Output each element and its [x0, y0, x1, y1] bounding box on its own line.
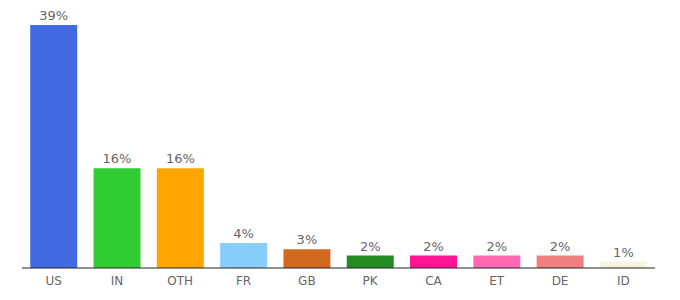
svg-text:4%: 4%: [233, 226, 254, 241]
svg-text:IN: IN: [111, 274, 124, 288]
svg-text:CA: CA: [425, 274, 442, 288]
svg-text:16%: 16%: [103, 151, 132, 166]
svg-text:2%: 2%: [360, 239, 381, 254]
svg-text:DE: DE: [552, 274, 569, 288]
svg-text:ET: ET: [489, 274, 505, 288]
svg-text:ID: ID: [617, 274, 630, 288]
svg-text:39%: 39%: [39, 8, 68, 23]
svg-text:FR: FR: [236, 274, 251, 288]
svg-text:2%: 2%: [487, 239, 508, 254]
svg-text:2%: 2%: [423, 239, 444, 254]
svg-text:3%: 3%: [297, 232, 318, 247]
svg-text:OTH: OTH: [167, 274, 193, 288]
svg-text:2%: 2%: [550, 239, 571, 254]
svg-text:1%: 1%: [613, 245, 634, 260]
svg-text:US: US: [45, 274, 61, 288]
svg-text:16%: 16%: [166, 151, 195, 166]
svg-text:GB: GB: [298, 274, 316, 288]
svg-text:PK: PK: [363, 274, 379, 288]
